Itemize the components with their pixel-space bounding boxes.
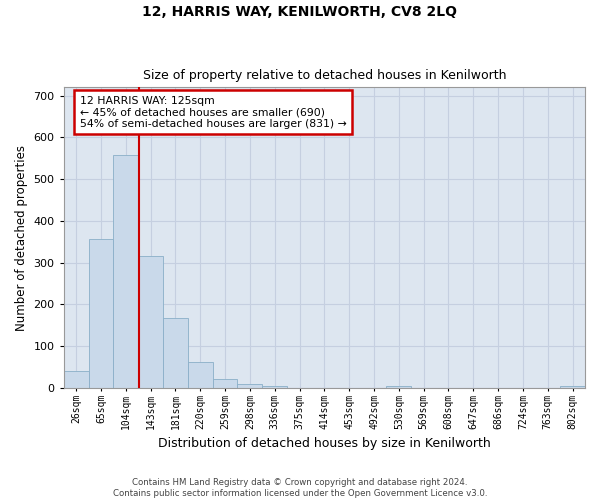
Bar xyxy=(113,155,138,388)
Text: 12, HARRIS WAY, KENILWORTH, CV8 2LQ: 12, HARRIS WAY, KENILWORTH, CV8 2LQ xyxy=(143,5,458,19)
Bar xyxy=(560,386,585,388)
Bar xyxy=(89,239,113,388)
Bar xyxy=(238,384,262,388)
Title: Size of property relative to detached houses in Kenilworth: Size of property relative to detached ho… xyxy=(143,69,506,82)
Text: Contains HM Land Registry data © Crown copyright and database right 2024.
Contai: Contains HM Land Registry data © Crown c… xyxy=(113,478,487,498)
Bar xyxy=(188,362,212,388)
Y-axis label: Number of detached properties: Number of detached properties xyxy=(15,144,28,330)
Text: 12 HARRIS WAY: 125sqm
← 45% of detached houses are smaller (690)
54% of semi-det: 12 HARRIS WAY: 125sqm ← 45% of detached … xyxy=(80,96,346,129)
Bar xyxy=(262,386,287,388)
Bar xyxy=(64,371,89,388)
Bar xyxy=(386,386,411,388)
Bar xyxy=(212,378,238,388)
X-axis label: Distribution of detached houses by size in Kenilworth: Distribution of detached houses by size … xyxy=(158,437,491,450)
Bar xyxy=(163,318,188,388)
Bar xyxy=(138,256,163,388)
